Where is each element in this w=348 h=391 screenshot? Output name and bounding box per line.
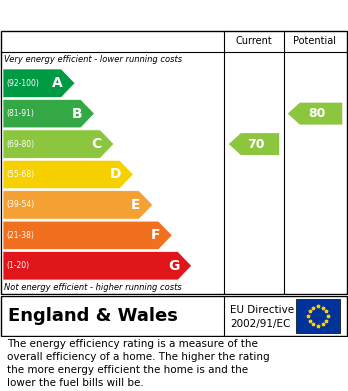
Text: C: C bbox=[91, 137, 102, 151]
Text: 2002/91/EC: 2002/91/EC bbox=[230, 319, 290, 328]
Polygon shape bbox=[229, 133, 279, 155]
Polygon shape bbox=[3, 160, 133, 189]
Text: Not energy efficient - higher running costs: Not energy efficient - higher running co… bbox=[4, 283, 182, 292]
Polygon shape bbox=[3, 130, 114, 158]
Text: (81-91): (81-91) bbox=[6, 109, 34, 118]
Text: A: A bbox=[52, 76, 63, 90]
Text: Current: Current bbox=[236, 36, 272, 46]
Text: (1-20): (1-20) bbox=[6, 261, 29, 270]
Text: Very energy efficient - lower running costs: Very energy efficient - lower running co… bbox=[4, 56, 182, 65]
Text: Potential: Potential bbox=[293, 36, 337, 46]
Text: The energy efficiency rating is a measure of the
overall efficiency of a home. T: The energy efficiency rating is a measur… bbox=[7, 339, 270, 388]
Text: (69-80): (69-80) bbox=[6, 140, 34, 149]
Polygon shape bbox=[3, 251, 192, 280]
Text: G: G bbox=[168, 259, 179, 273]
Text: (21-38): (21-38) bbox=[6, 231, 34, 240]
Polygon shape bbox=[288, 103, 342, 125]
Polygon shape bbox=[3, 69, 75, 97]
Polygon shape bbox=[3, 191, 153, 219]
Text: Energy Efficiency Rating: Energy Efficiency Rating bbox=[8, 7, 218, 23]
Bar bbox=[296, 299, 340, 333]
Text: F: F bbox=[150, 228, 160, 242]
Text: England & Wales: England & Wales bbox=[8, 307, 178, 325]
Text: D: D bbox=[110, 167, 121, 181]
Text: (39-54): (39-54) bbox=[6, 201, 34, 210]
Text: (92-100): (92-100) bbox=[6, 79, 39, 88]
Polygon shape bbox=[3, 221, 172, 249]
Polygon shape bbox=[3, 99, 94, 128]
Text: 70: 70 bbox=[247, 138, 265, 151]
Text: B: B bbox=[71, 107, 82, 121]
Text: EU Directive: EU Directive bbox=[230, 305, 294, 315]
Text: E: E bbox=[131, 198, 141, 212]
Text: 80: 80 bbox=[308, 107, 326, 120]
Text: (55-68): (55-68) bbox=[6, 170, 34, 179]
